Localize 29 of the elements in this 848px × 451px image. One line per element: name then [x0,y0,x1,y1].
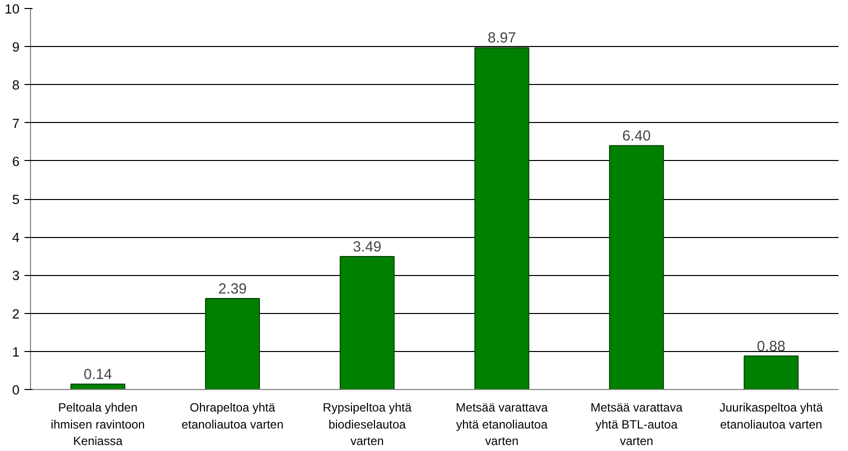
data-label: 2.39 [218,281,247,298]
y-tick-label: 6 [12,154,20,169]
data-label: 6.40 [622,128,651,145]
x-tick-label: Ohrapeltoa yhtä etanoliautoa varten [181,400,284,432]
bar [340,256,395,390]
y-tick-label: 9 [12,40,20,55]
y-tick-label: 4 [12,230,20,246]
bar [474,47,530,390]
data-label: 0.14 [84,367,112,384]
y-tick-label: 1 [12,344,20,360]
x-tick-label: Metsää varattava yhtä etanoliautoa varten [456,400,548,448]
y-tick-label: 7 [12,116,20,131]
y-tick-label: 8 [12,78,20,93]
data-label: 0.88 [756,338,786,355]
x-tick-label: Juurikaspeltoa yhtä etanoliautoa varten [719,400,824,432]
bar [205,298,260,390]
y-tick-label: 10 [4,2,20,16]
x-tick-label: Metsää varattava yhtä BTL-autoa varten [590,400,683,448]
y-tick-label: 2 [12,306,20,322]
y-tick-label: 3 [12,268,20,284]
bar [744,355,799,390]
x-tick-label: Peltoala yhden ihmisen ravintoon Keniassa [50,400,145,448]
bar [70,384,126,390]
data-label: 8.97 [488,30,516,47]
bar [609,145,664,390]
data-label: 3.49 [352,240,382,256]
y-tick-label: 0 [12,382,20,398]
x-tick-label: Rypsipeltoa yhtä biodieselautoa varten [322,400,412,448]
y-tick-label: 5 [12,192,20,207]
